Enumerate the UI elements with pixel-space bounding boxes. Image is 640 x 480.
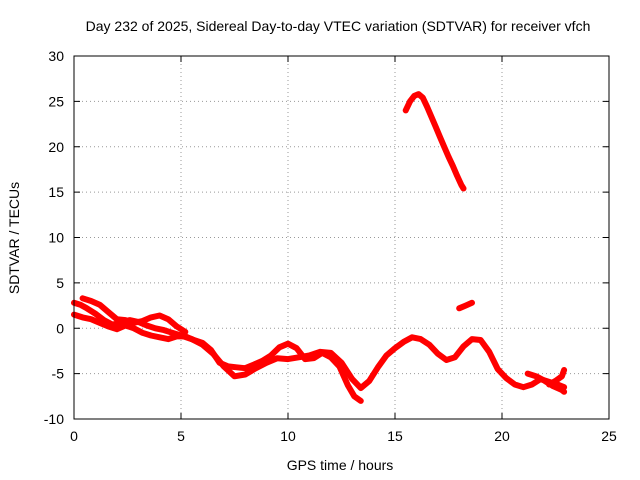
y-tick-label: -10 [44, 411, 64, 427]
grid-lines [74, 56, 609, 419]
series-track-e [546, 367, 568, 388]
y-axis-label: SDTVAR / TECUs [6, 182, 22, 294]
series-track-b [71, 311, 364, 404]
series-track-g [456, 299, 475, 312]
series-track-a [71, 299, 568, 392]
y-tick-label: 30 [48, 48, 64, 64]
x-tick-label: 15 [387, 428, 403, 444]
x-tick-label: 20 [494, 428, 510, 444]
x-tick-label: 10 [280, 428, 296, 444]
x-axis-label: GPS time / hours [287, 457, 394, 473]
y-tick-label: -5 [52, 366, 65, 382]
x-tick-label: 0 [70, 428, 78, 444]
series-track-c [79, 295, 189, 335]
y-tick-label: 20 [48, 139, 64, 155]
x-tick-label: 25 [601, 428, 617, 444]
y-tick-label: 15 [48, 184, 64, 200]
series-track-f [402, 91, 467, 192]
axis-ticks: 0 5 10 15 20 25 -10 -5 0 5 10 15 20 25 30 [44, 48, 617, 444]
y-tick-label: 10 [48, 230, 64, 246]
y-tick-label: 25 [48, 93, 64, 109]
chart-title: Day 232 of 2025, Sidereal Day-to-day VTE… [86, 18, 591, 34]
data-series [71, 91, 568, 404]
x-tick-label: 5 [177, 428, 185, 444]
y-tick-label: 5 [56, 275, 64, 291]
y-tick-label: 0 [56, 320, 64, 336]
